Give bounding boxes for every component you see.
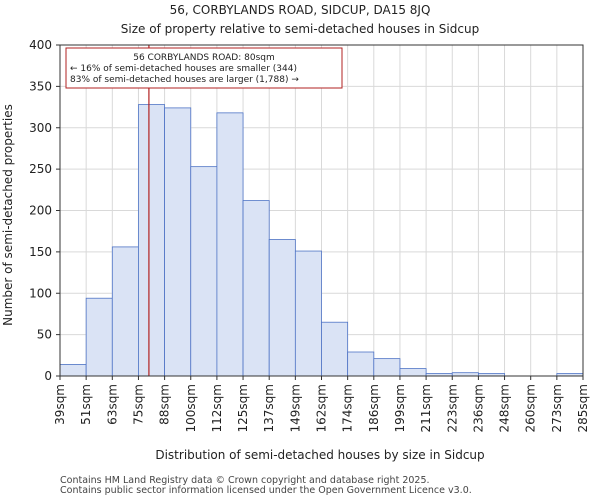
y-ticks: 0 50 100 150 200 250 300 350 400	[29, 38, 60, 383]
x-tick-label-248sqm: 248sqm	[498, 384, 512, 432]
bar-63sqm	[111, 246, 139, 377]
x-tick-label-285sqm: 285sqm	[576, 384, 590, 432]
chart-subtitle: Size of property relative to semi-detach…	[121, 22, 479, 36]
y-tick-label: 100	[29, 286, 52, 300]
x-tick-label-100sqm: 100sqm	[184, 384, 198, 432]
x-tick-label-112sqm: 112sqm	[210, 384, 224, 432]
x-tick-label-51sqm: 51sqm	[79, 384, 93, 425]
bar-149sqm	[294, 250, 322, 377]
x-tick-label-63sqm: 63sqm	[105, 384, 119, 425]
x-tick-label-39sqm: 39sqm	[53, 384, 67, 425]
x-tick-label-236sqm: 236sqm	[471, 384, 485, 432]
histogram-chart: 56, CORBYLANDS ROAD, SIDCUP, DA15 8JQ Si…	[1, 3, 590, 462]
y-tick-label: 150	[29, 245, 52, 259]
x-tick-label-137sqm: 137sqm	[262, 384, 276, 432]
y-axis-label: Number of semi-detached properties	[1, 104, 15, 326]
bar-100sqm	[190, 166, 218, 377]
annotation-box: 56 CORBYLANDS ROAD: 80sqm ← 16% of semi-…	[65, 47, 343, 89]
y-tick-label: 0	[44, 369, 52, 383]
x-ticks: 39sqm 51sqm 63sqm 75sqm 88sqm 100sqm 112sqm 125…	[53, 376, 590, 432]
bar-112sqm	[216, 112, 244, 377]
bar-125sqm	[242, 200, 270, 377]
bar-162sqm	[321, 321, 349, 377]
x-tick-label-186sqm: 186sqm	[367, 384, 381, 432]
bar-51sqm	[85, 297, 113, 377]
x-axis-label: Distribution of semi-detached houses by …	[155, 448, 484, 462]
annotation-line-1: 56 CORBYLANDS ROAD: 80sqm	[133, 53, 275, 63]
bar-75sqm	[138, 104, 165, 377]
x-tick-label-211sqm: 211sqm	[419, 384, 433, 432]
footer-licence: Contains public sector information licen…	[60, 485, 472, 496]
y-tick-label: 400	[29, 38, 52, 52]
bar-174sqm	[347, 351, 375, 377]
x-tick-label-223sqm: 223sqm	[445, 384, 459, 432]
y-tick-label: 350	[29, 79, 52, 93]
x-tick-label-88sqm: 88sqm	[158, 384, 172, 425]
bar-88sqm	[164, 107, 192, 377]
y-tick-label: 50	[37, 328, 52, 342]
x-tick-label-199sqm: 199sqm	[393, 384, 407, 432]
x-tick-label-149sqm: 149sqm	[288, 384, 302, 432]
footer-copyright: Contains HM Land Registry data © Crown c…	[60, 475, 430, 486]
x-tick-label-273sqm: 273sqm	[550, 384, 564, 432]
bar-186sqm	[373, 358, 401, 377]
x-tick-label-174sqm: 174sqm	[341, 384, 355, 432]
y-tick-label: 200	[29, 204, 52, 218]
bar-39sqm	[59, 364, 87, 377]
y-tick-label: 250	[29, 162, 52, 176]
y-tick-label: 300	[29, 121, 52, 135]
annotation-border	[65, 47, 343, 89]
x-tick-label-75sqm: 75sqm	[131, 384, 145, 425]
annotation-line-2: ← 16% of semi-detached houses are smalle…	[70, 64, 297, 74]
x-tick-label-162sqm: 162sqm	[315, 384, 329, 432]
bar-199sqm	[399, 368, 427, 377]
bar-137sqm	[268, 239, 296, 377]
chart-title: 56, CORBYLANDS ROAD, SIDCUP, DA15 8JQ	[170, 3, 431, 17]
bars-group	[59, 104, 584, 377]
x-tick-label-125sqm: 125sqm	[236, 384, 250, 432]
annotation-line-3: 83% of semi-detached houses are larger (…	[70, 75, 299, 85]
x-tick-label-260sqm: 260sqm	[524, 384, 538, 432]
